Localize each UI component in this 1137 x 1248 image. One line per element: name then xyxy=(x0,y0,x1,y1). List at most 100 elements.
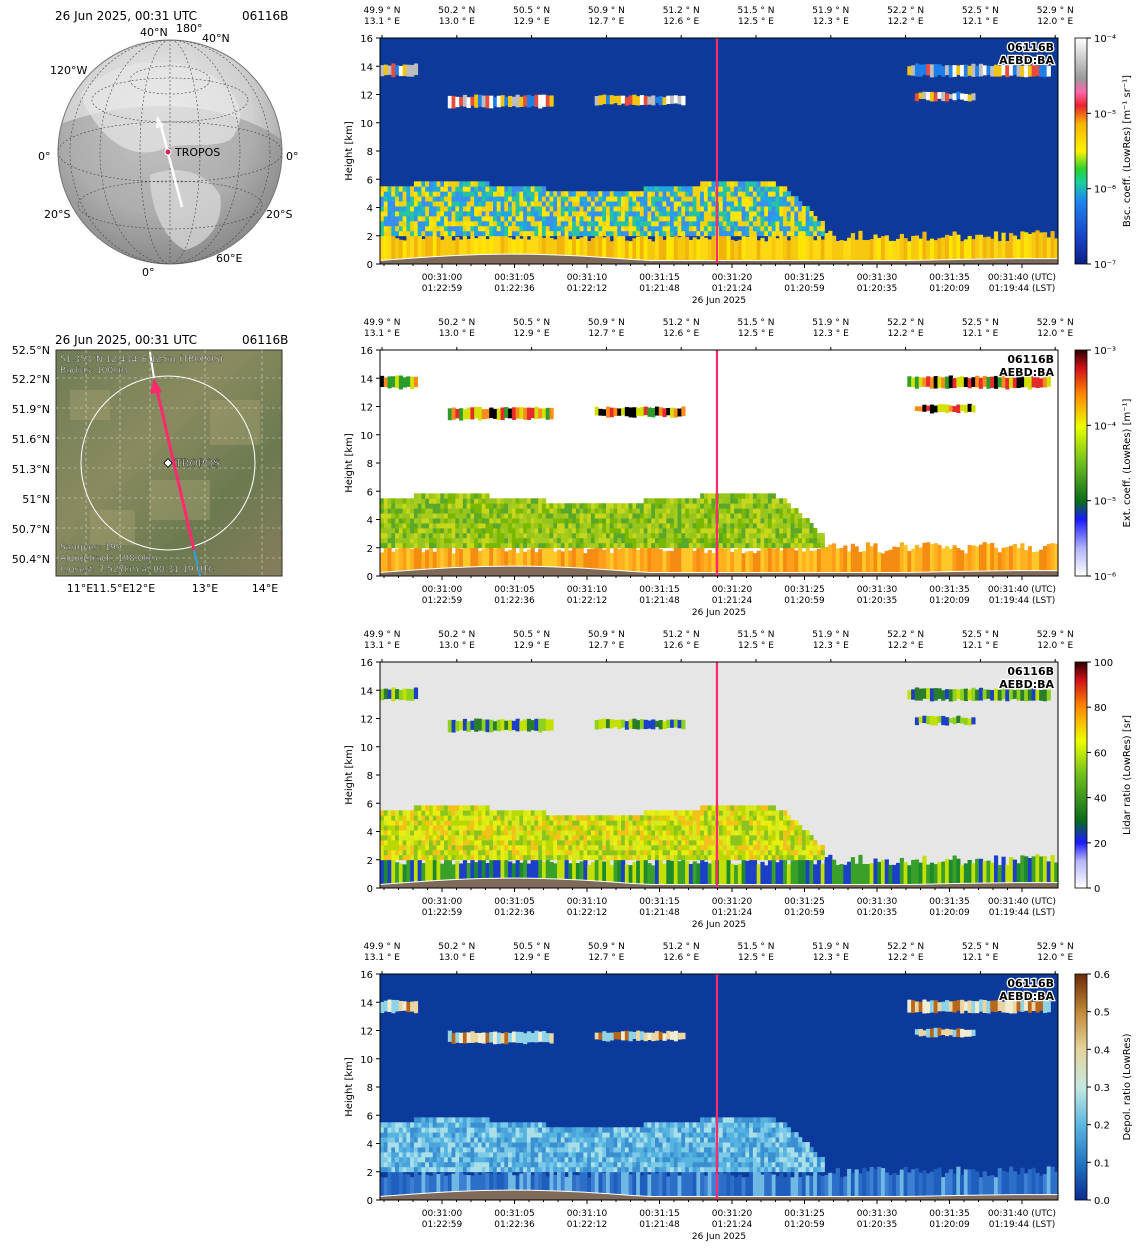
aerosol-cell xyxy=(681,527,686,534)
aerosol-cell xyxy=(719,542,724,549)
aerosol-cell xyxy=(398,206,403,212)
aerosol-cell xyxy=(730,849,735,856)
aerosol-cell xyxy=(395,508,400,514)
aerosol-cell xyxy=(764,230,769,237)
aerosol-cell xyxy=(557,825,562,831)
cloud-cell xyxy=(477,718,483,731)
aerosol-cell xyxy=(579,518,584,524)
aerosol-cell xyxy=(598,503,603,509)
aerosol-cell xyxy=(557,854,562,861)
aerosol-cell xyxy=(425,1174,430,1200)
aerosol-cell xyxy=(673,518,678,524)
aerosol-cell xyxy=(477,508,483,514)
cloud-cell xyxy=(937,92,942,99)
aerosol-cell xyxy=(1046,861,1051,888)
aerosol-cell xyxy=(752,839,758,846)
aerosol-cell xyxy=(459,537,464,544)
aerosol-cell xyxy=(489,815,494,821)
aerosol-cell xyxy=(534,839,539,846)
aerosol-cell xyxy=(406,544,411,576)
aerosol-cell xyxy=(496,220,501,227)
aerosol-cell xyxy=(568,542,573,549)
aerosol-cell xyxy=(380,513,385,519)
aerosol-cell xyxy=(658,230,663,237)
aerosol-cell xyxy=(534,513,539,519)
aerosol-cell xyxy=(417,196,422,202)
aerosol-cell xyxy=(413,849,419,856)
aerosol-cell xyxy=(583,815,588,821)
aerosol-cell xyxy=(406,810,411,816)
aerosol-cell xyxy=(432,844,437,851)
aerosol-cell xyxy=(500,196,505,202)
aerosol-cell xyxy=(425,542,430,549)
aerosol-cell xyxy=(508,537,513,544)
aerosol-cell xyxy=(432,810,437,816)
aerosol-cell xyxy=(602,503,607,509)
aerosol-cell xyxy=(579,503,584,509)
aerosol-cell xyxy=(730,825,735,831)
aerosol-cell xyxy=(459,1172,464,1200)
cloud-cell xyxy=(500,407,505,421)
aerosol-cell xyxy=(398,532,403,539)
aerosol-cell xyxy=(444,220,449,227)
aerosol-cell xyxy=(572,527,577,534)
aerosol-cell xyxy=(575,206,581,212)
aerosol-cell xyxy=(575,503,581,509)
aerosol-cell xyxy=(477,498,483,504)
aerosol-cell xyxy=(692,518,697,524)
aerosol-cell xyxy=(775,196,780,202)
aerosol-cell xyxy=(783,201,788,207)
aerosol-cell xyxy=(560,542,565,549)
aerosol-cell xyxy=(459,513,464,519)
aerosol-cell xyxy=(523,854,528,861)
top-lon-label: 12.5 ° E xyxy=(738,641,774,651)
aerosol-cell xyxy=(572,830,577,836)
aerosol-cell xyxy=(444,503,449,509)
aerosol-cell xyxy=(568,191,573,197)
aerosol-cell xyxy=(651,498,656,504)
aerosol-cell xyxy=(572,820,577,826)
cloud-cell xyxy=(1001,64,1006,76)
aerosol-cell xyxy=(628,523,633,529)
aerosol-cell xyxy=(436,537,441,544)
aerosol-cell xyxy=(756,181,761,187)
aerosol-cell xyxy=(764,523,769,529)
aerosol-cell xyxy=(730,518,735,524)
aerosol-cell xyxy=(647,839,652,846)
aerosol-cell xyxy=(493,537,498,544)
aerosol-cell xyxy=(719,849,724,856)
aerosol-cell xyxy=(541,1173,547,1200)
aerosol-cell xyxy=(530,815,535,821)
aerosol-cell xyxy=(752,211,758,217)
aerosol-cell xyxy=(775,854,780,861)
aerosol-cell xyxy=(621,503,626,509)
aerosol-cell xyxy=(700,206,705,212)
aerosol-cell xyxy=(511,498,516,504)
aerosol-cell xyxy=(651,820,656,826)
aerosol-cell xyxy=(673,196,678,202)
aerosol-cell xyxy=(681,854,686,861)
aerosol-cell xyxy=(771,196,776,202)
aerosol-cell xyxy=(767,810,773,816)
cloud-cell xyxy=(485,409,490,419)
aerosol-cell xyxy=(602,196,607,202)
aerosol-cell xyxy=(413,532,419,539)
aerosol-cell xyxy=(493,508,498,514)
aerosol-cell xyxy=(474,508,479,514)
aerosol-cell xyxy=(564,830,569,836)
aerosol-cell xyxy=(387,844,392,851)
aerosol-cell xyxy=(752,854,758,861)
aerosol-cell xyxy=(737,523,742,529)
aerosol-cell xyxy=(462,839,468,846)
aerosol-cell xyxy=(587,201,592,207)
aerosol-cell xyxy=(470,230,475,237)
aerosol-cell xyxy=(380,232,385,264)
aerosol-cell xyxy=(643,201,648,207)
aerosol-cell xyxy=(493,839,498,846)
aerosol-cell xyxy=(560,859,565,888)
aerosol-cell xyxy=(485,196,490,202)
aerosol-cell xyxy=(696,542,701,549)
aerosol-cell xyxy=(673,513,678,519)
aerosol-cell xyxy=(688,815,694,821)
aerosol-cell xyxy=(858,551,863,576)
